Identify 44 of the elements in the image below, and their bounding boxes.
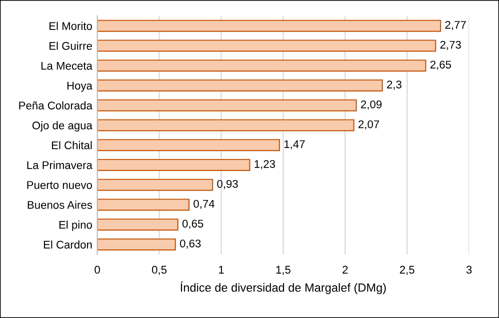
bar: [97, 60, 426, 72]
data-label: 0,93: [217, 180, 238, 190]
data-label: 1,23: [254, 160, 276, 170]
y-tick-label: Buenos Aires: [28, 200, 92, 209]
x-tick-label: 2: [342, 266, 348, 274]
bar: [97, 79, 383, 92]
y-tick-label: Hoya: [67, 82, 92, 92]
data-label: 2,65: [430, 60, 452, 70]
bar: [97, 139, 280, 152]
data-label: 0,74: [194, 200, 214, 210]
y-tick-label: Ojo de agua: [32, 121, 92, 132]
bar: [97, 158, 250, 171]
y-tick-label: El pino: [59, 220, 92, 231]
x-tick-label: 0,5: [152, 266, 167, 275]
x-tick-label: 3: [466, 266, 472, 274]
bar: [97, 119, 354, 132]
data-label: 0,63: [180, 240, 201, 249]
x-tick-label: 1,5: [276, 266, 290, 275]
data-label: 0,65: [182, 220, 204, 229]
bar: [97, 40, 436, 52]
data-label: 2,3: [387, 80, 402, 90]
data-label: 2,77: [445, 20, 466, 30]
y-tick-label: El Guirre: [50, 42, 92, 50]
x-axis-title: Índice de diversidad de Margalef (DMg): [180, 281, 386, 294]
data-label: 1,47: [284, 140, 305, 150]
y-tick-label: El Chital: [52, 141, 92, 150]
data-label: 2,73: [440, 40, 461, 50]
y-tick-label: La Primavera: [27, 160, 92, 170]
x-tick-label: 1: [218, 266, 224, 274]
bar: [97, 99, 357, 112]
y-tick-label: El Cardon: [44, 240, 92, 249]
bar: [97, 198, 190, 211]
y-tick-label: La Meceta: [41, 62, 92, 70]
y-tick-label: Peña Colorada: [19, 101, 92, 110]
bar: [97, 218, 178, 231]
y-tick-label: El Morito: [50, 22, 92, 30]
data-label: 2,09: [361, 100, 382, 110]
bar: [97, 238, 176, 250]
data-label: 2,07: [358, 120, 380, 130]
bar: [97, 20, 442, 32]
x-tick-label: 0: [94, 266, 100, 274]
bar: [97, 178, 214, 191]
x-tick-label: 2,5: [400, 266, 414, 275]
y-tick-label: Puerto nuevo: [27, 181, 92, 189]
